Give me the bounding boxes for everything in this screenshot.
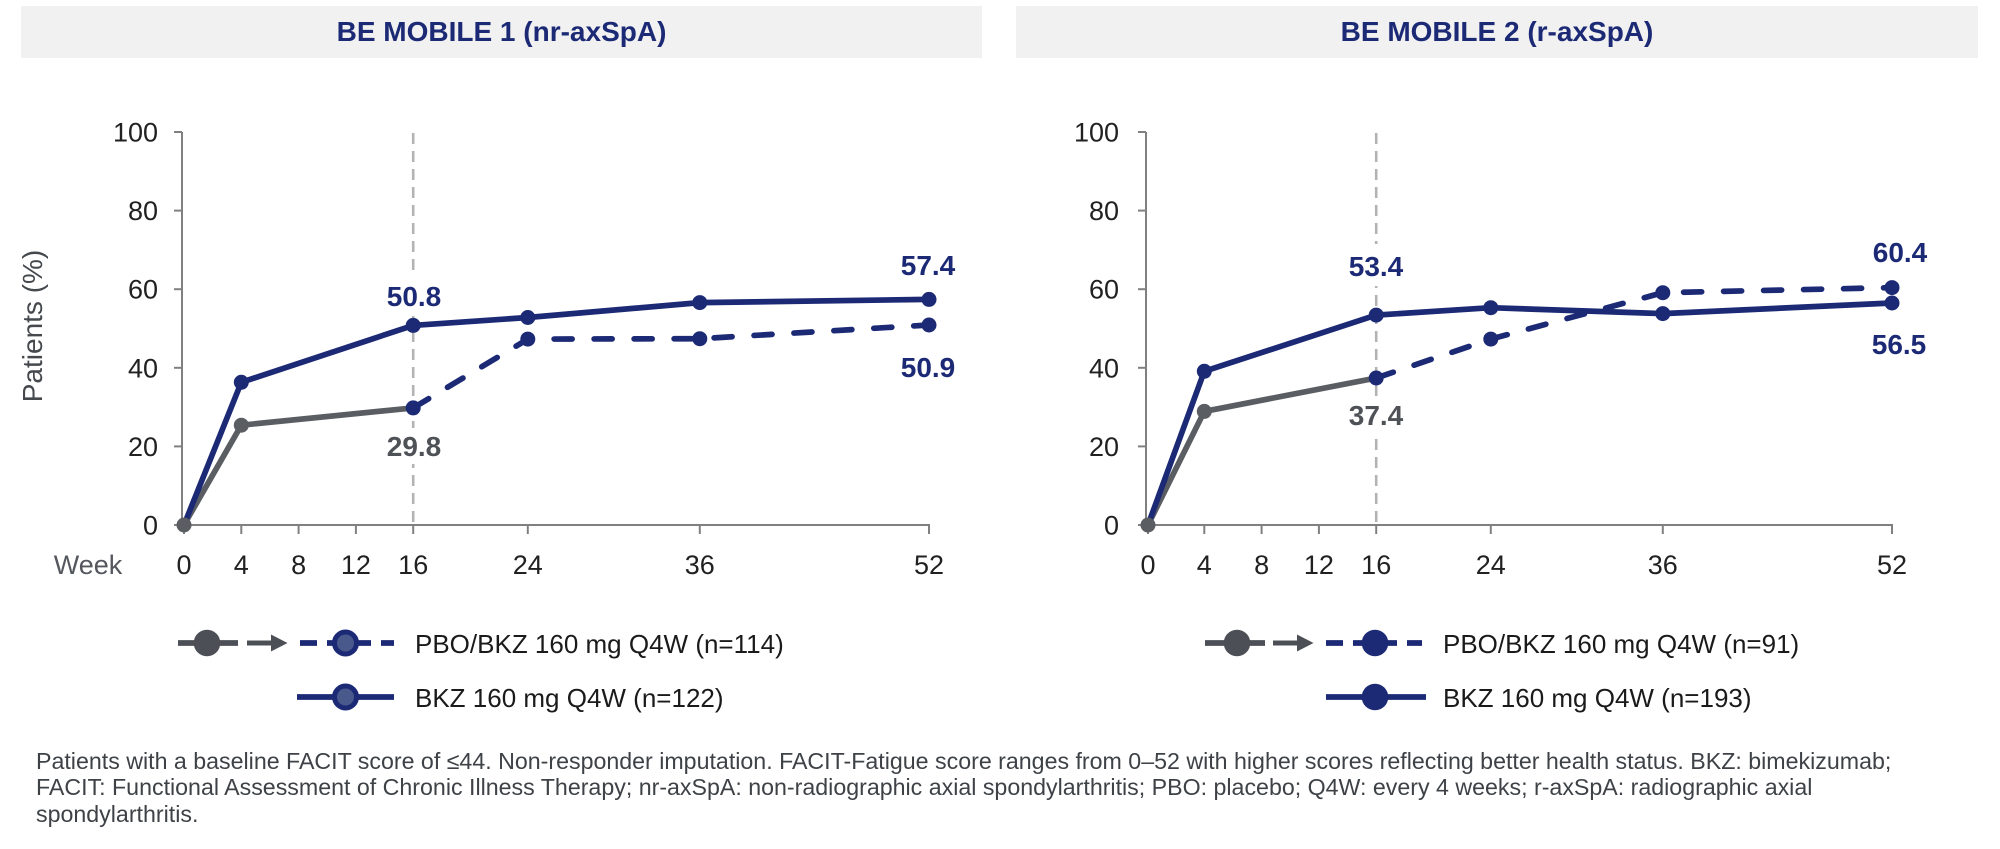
svg-text:BKZ 160 mg Q4W (n=193): BKZ 160 mg Q4W (n=193)	[1443, 683, 1752, 713]
svg-text:60: 60	[128, 275, 158, 305]
svg-text:80: 80	[1089, 196, 1119, 226]
svg-text:0: 0	[143, 511, 158, 541]
svg-text:0: 0	[1104, 511, 1119, 541]
svg-text:80: 80	[128, 196, 158, 226]
svg-text:12: 12	[1304, 550, 1334, 580]
svg-text:24: 24	[513, 550, 543, 580]
svg-text:100: 100	[113, 118, 158, 148]
svg-text:53.4: 53.4	[1349, 251, 1404, 282]
svg-text:Week: Week	[54, 550, 123, 580]
svg-text:40: 40	[1089, 353, 1119, 383]
svg-text:PBO/BKZ 160 mg Q4W (n=91): PBO/BKZ 160 mg Q4W (n=91)	[1443, 629, 1799, 659]
svg-text:0: 0	[176, 550, 191, 580]
svg-text:24: 24	[1476, 550, 1506, 580]
svg-text:60.4: 60.4	[1873, 237, 1928, 268]
svg-text:Patients (%): Patients (%)	[17, 250, 48, 403]
svg-text:8: 8	[291, 550, 306, 580]
svg-text:52: 52	[1877, 550, 1907, 580]
svg-text:BKZ 160 mg Q4W (n=122): BKZ 160 mg Q4W (n=122)	[415, 683, 724, 713]
svg-text:PBO/BKZ 160 mg Q4W (n=114): PBO/BKZ 160 mg Q4W (n=114)	[415, 629, 784, 659]
svg-text:56.5: 56.5	[1872, 329, 1927, 360]
svg-text:12: 12	[341, 550, 371, 580]
svg-text:4: 4	[1197, 550, 1212, 580]
svg-text:20: 20	[128, 432, 158, 462]
svg-text:50.8: 50.8	[387, 281, 442, 312]
svg-text:40: 40	[128, 353, 158, 383]
svg-text:29.8: 29.8	[387, 431, 442, 462]
svg-text:16: 16	[1361, 550, 1391, 580]
svg-text:36: 36	[685, 550, 715, 580]
svg-text:20: 20	[1089, 432, 1119, 462]
svg-text:100: 100	[1074, 118, 1119, 148]
svg-text:0: 0	[1140, 550, 1155, 580]
svg-text:37.4: 37.4	[1349, 400, 1404, 431]
svg-text:16: 16	[398, 550, 428, 580]
svg-text:60: 60	[1089, 275, 1119, 305]
svg-text:8: 8	[1254, 550, 1269, 580]
svg-text:4: 4	[234, 550, 249, 580]
svg-text:36: 36	[1648, 550, 1678, 580]
svg-text:50.9: 50.9	[901, 352, 956, 383]
svg-text:57.4: 57.4	[901, 250, 956, 281]
svg-text:52: 52	[914, 550, 944, 580]
